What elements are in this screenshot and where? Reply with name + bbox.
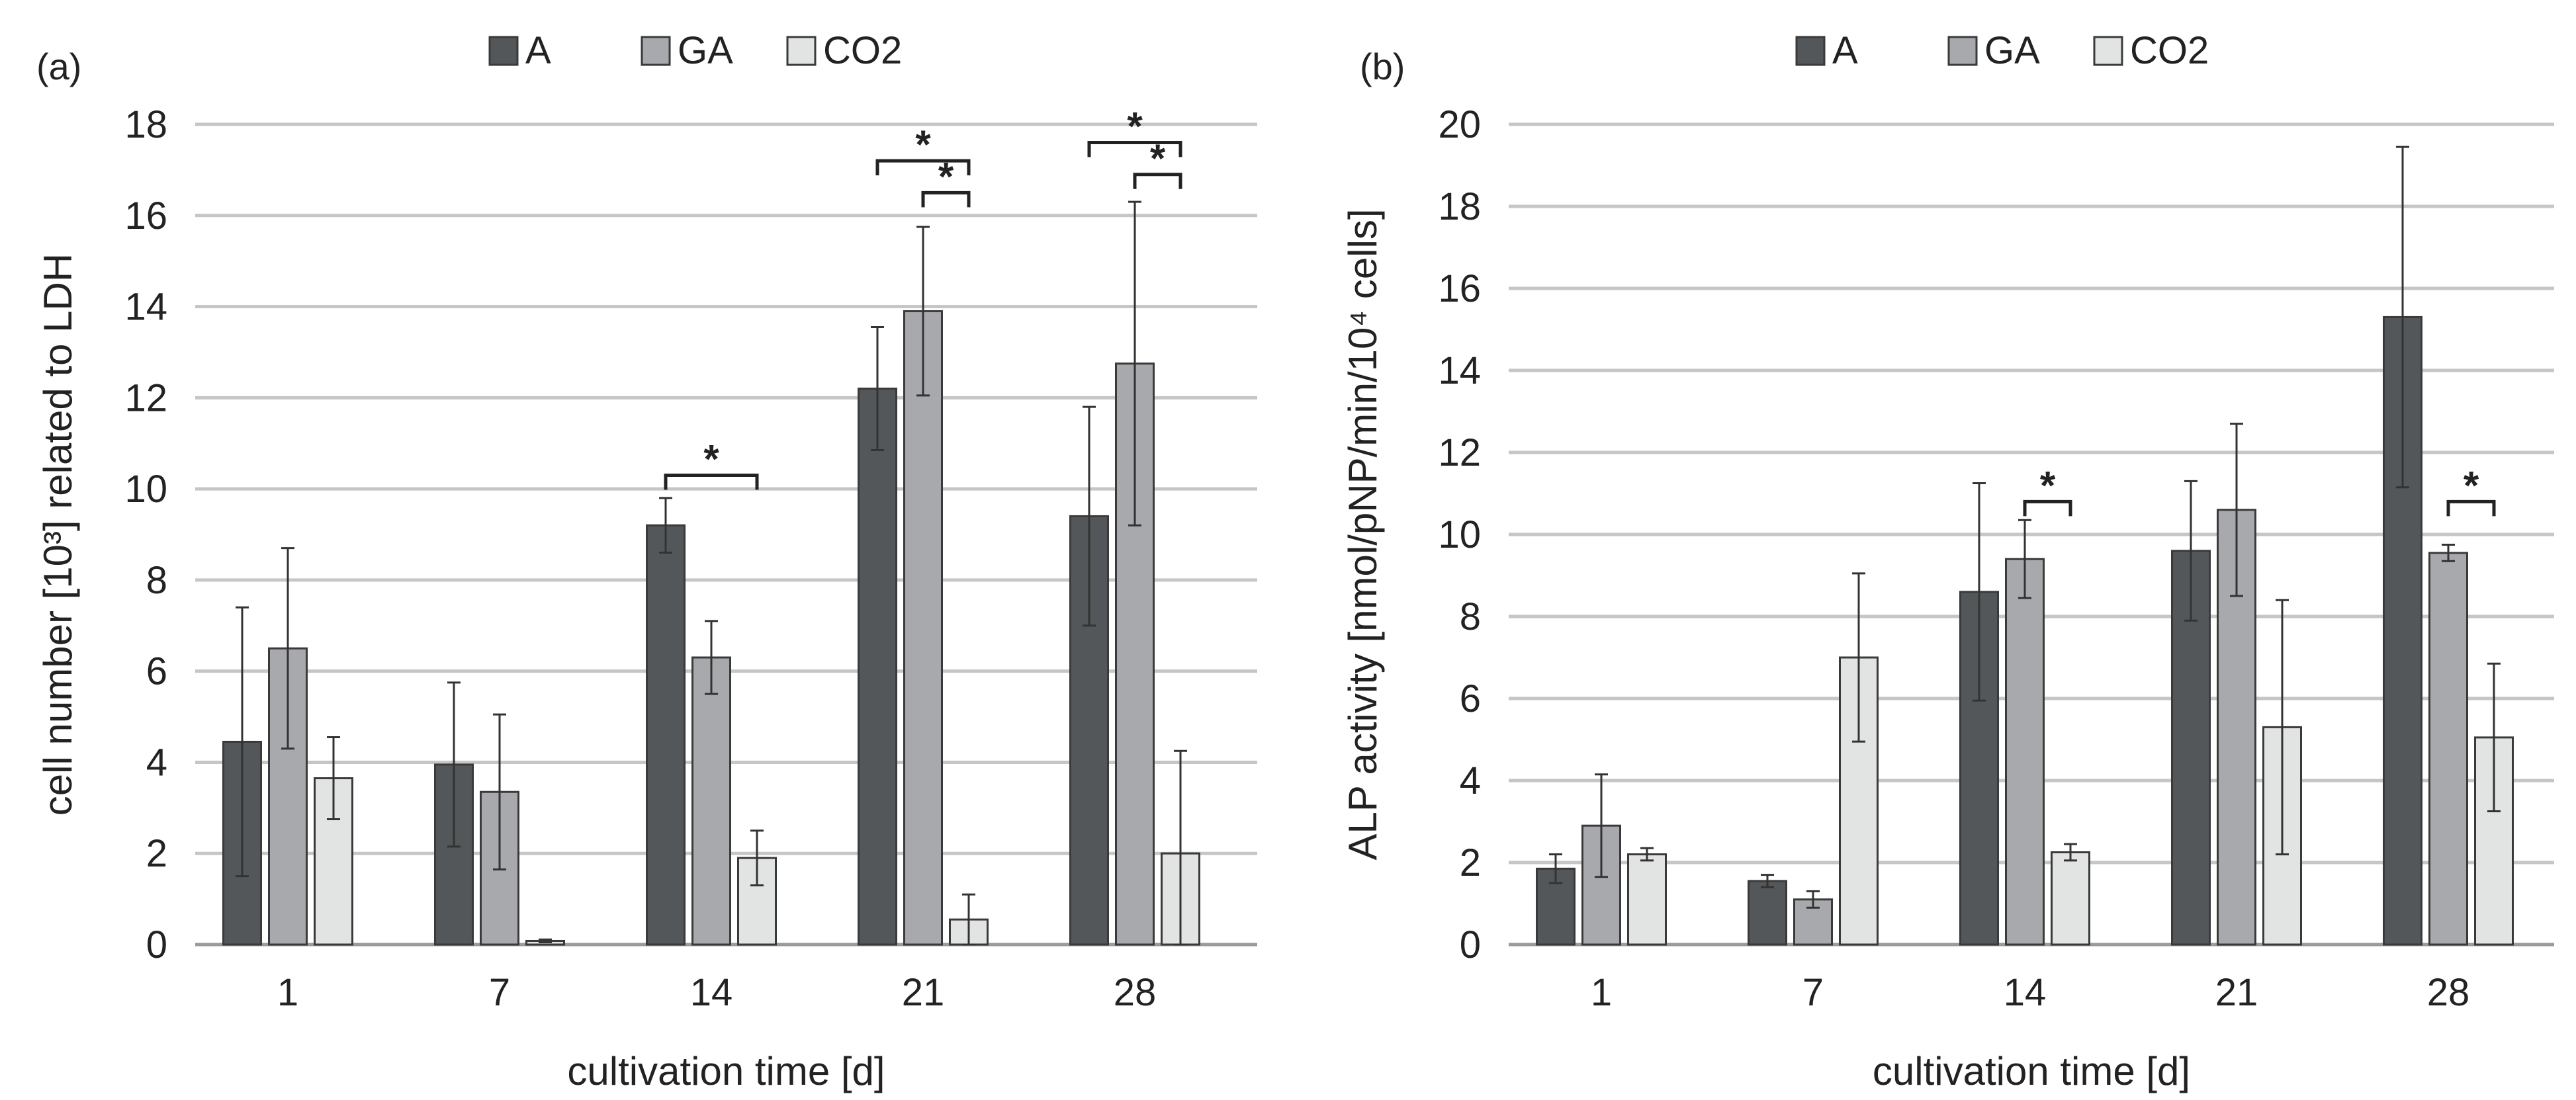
legend-label-a: A <box>525 29 551 72</box>
legend-label-co2: CO2 <box>2130 29 2209 72</box>
bar-ga-day-14 <box>691 656 731 946</box>
significance-bracket <box>2023 499 2072 517</box>
x-tick-label: 21 <box>2215 971 2258 1014</box>
y-tick-label: 18 <box>1438 185 1481 228</box>
y-tick-label: 2 <box>1460 841 1481 884</box>
bar-co2-day-1 <box>314 777 353 946</box>
y-tick-label: 16 <box>124 194 167 237</box>
legend-swatch-a <box>488 36 519 66</box>
y-tick-label: 12 <box>1438 431 1481 474</box>
significance-star: * <box>915 122 931 167</box>
x-tick-label: 28 <box>1114 971 1157 1014</box>
x-tick-label: 7 <box>1802 971 1824 1014</box>
significance-star: * <box>1150 136 1166 181</box>
legend-swatch-co2 <box>786 36 817 66</box>
bar-ga-day-1 <box>268 647 308 946</box>
legend-swatch-ga <box>1947 36 1978 66</box>
y-tick-label: 14 <box>1438 349 1481 392</box>
legend-swatch-ga <box>641 36 671 66</box>
y-tick-label: 8 <box>1460 595 1481 638</box>
legend-label-ga: GA <box>678 29 733 72</box>
y-tick-label: 10 <box>1438 513 1481 556</box>
significance-bracket <box>875 159 971 176</box>
significance-star: * <box>1127 105 1143 149</box>
x-tick-label: 28 <box>2427 971 2470 1014</box>
x-axis-title: cultivation time [d] <box>1873 1049 2190 1093</box>
legend-swatch-co2 <box>2093 36 2123 66</box>
significance-bracket <box>1133 173 1182 189</box>
y-tick-label: 6 <box>1460 677 1481 720</box>
bar-a-day-14 <box>646 524 686 946</box>
significance-bracket <box>2446 499 2496 517</box>
y-tick-label: 0 <box>146 923 167 966</box>
y-tick-label: 10 <box>124 468 167 511</box>
significance-bracket <box>1087 141 1182 157</box>
y-tick-label: 2 <box>146 832 167 875</box>
significance-star: * <box>938 154 954 198</box>
significance-star: * <box>703 437 719 481</box>
y-tick-label: 16 <box>1438 267 1481 310</box>
y-axis-title: ALP activity [nmol/pNP/min/10⁴ cells] <box>1341 208 1385 860</box>
significance-bracket <box>921 190 971 208</box>
y-tick-label: 4 <box>146 741 167 784</box>
y-tick-label: 14 <box>124 286 167 329</box>
x-axis-title: cultivation time [d] <box>567 1049 885 1093</box>
bar-ga-day-21 <box>903 310 943 946</box>
y-tick-label: 18 <box>124 103 167 146</box>
panel-label: (a) <box>36 46 81 87</box>
bar-a-day-21 <box>858 388 897 946</box>
y-tick-label: 4 <box>1460 759 1481 802</box>
x-tick-label: 7 <box>489 971 510 1014</box>
y-tick-label: 6 <box>146 650 167 693</box>
x-tick-label: 14 <box>690 971 733 1014</box>
significance-star: * <box>2040 463 2056 507</box>
y-tick-label: 8 <box>146 559 167 602</box>
y-tick-label: 20 <box>1438 103 1481 146</box>
legend-label-ga: GA <box>1984 29 2040 72</box>
x-tick-label: 21 <box>902 971 945 1014</box>
x-tick-label: 1 <box>1591 971 1612 1014</box>
bar-co2-day-1 <box>1627 853 1667 946</box>
legend-swatch-a <box>1795 36 1826 66</box>
y-tick-label: 12 <box>124 376 167 419</box>
panel-label: (b) <box>1360 46 1405 87</box>
significance-star: * <box>2464 463 2479 507</box>
legend-label-co2: CO2 <box>823 29 902 72</box>
bar-ga-day-14 <box>2005 558 2045 946</box>
x-tick-label: 1 <box>277 971 298 1014</box>
x-tick-label: 14 <box>2004 971 2047 1014</box>
bar-ga-day-28 <box>2428 552 2468 946</box>
legend-label-a: A <box>1832 29 1858 72</box>
significance-bracket <box>664 473 759 490</box>
y-axis-title: cell number [10³] related to LDH <box>36 253 80 816</box>
bar-co2-day-14 <box>2051 851 2090 946</box>
y-tick-label: 0 <box>1460 923 1481 966</box>
bar-a-day-7 <box>1748 880 1787 946</box>
